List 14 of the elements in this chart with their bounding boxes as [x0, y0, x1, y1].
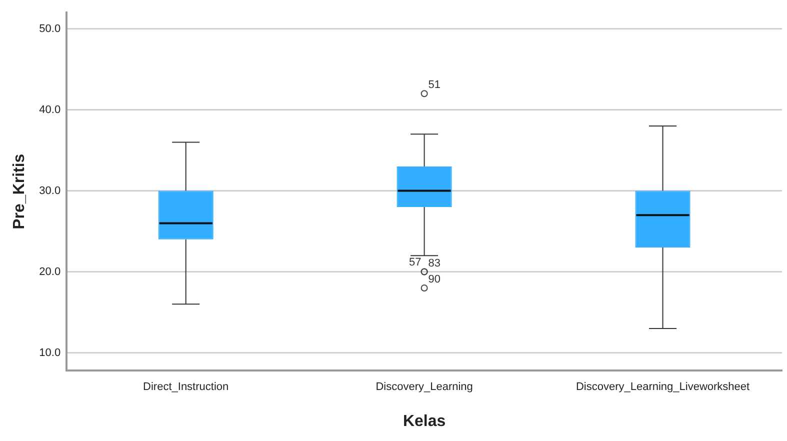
y-tick-label: 20.0 [39, 266, 61, 278]
y-tick-label: 50.0 [39, 22, 61, 35]
annotation: 83 [428, 257, 441, 270]
x-axis-title: Kelas [402, 412, 446, 430]
y-tick-label: 40.0 [39, 104, 61, 116]
annotation: 51 [428, 79, 441, 92]
y-tick-label: 10.0 [39, 346, 61, 359]
y-axis-title: Pre_Kritis [11, 154, 28, 230]
x-tick-label: Direct_Instruction [143, 381, 229, 394]
annotation: 90 [428, 274, 441, 286]
x-tick-label: Discovery_Learning [376, 381, 473, 394]
annotation: 57 [409, 256, 422, 268]
y-tick-label: 30.0 [39, 184, 61, 197]
x-tick-label: Discovery_Learning_Liveworksheet [576, 381, 750, 394]
